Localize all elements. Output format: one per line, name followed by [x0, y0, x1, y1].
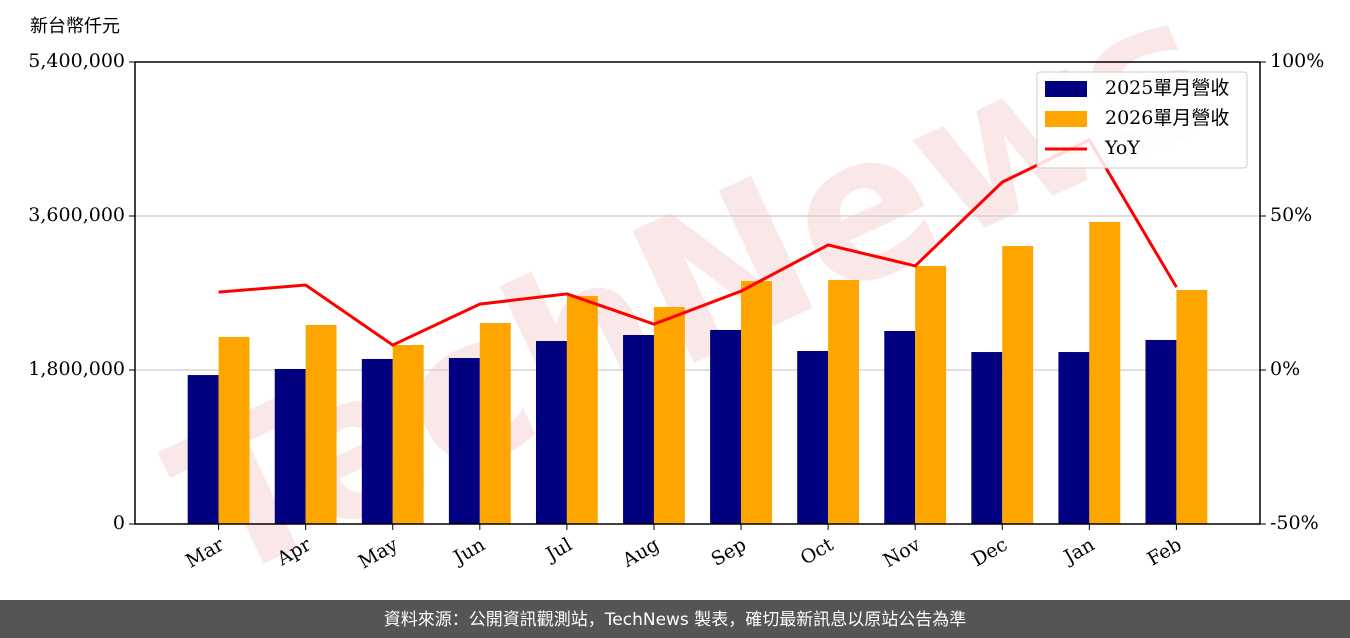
bar: [1089, 221, 1121, 524]
bar: [828, 279, 860, 524]
bar: [623, 335, 654, 524]
legend-label: 2025單月營收: [1105, 77, 1229, 99]
x-tick-label: Jun: [448, 534, 489, 570]
bar: [884, 330, 916, 524]
y-tick-label: 0: [113, 512, 125, 534]
bar: [479, 323, 511, 524]
bar: [361, 358, 393, 524]
legend-swatch: [1045, 81, 1087, 97]
legend-label: YoY: [1104, 137, 1140, 159]
legend-box: [1036, 71, 1248, 169]
bar: [653, 307, 685, 524]
y2-tick-label: -50%: [1270, 512, 1319, 534]
bar: [1176, 290, 1208, 524]
legend-label: 2026單月營收: [1105, 107, 1229, 129]
bar: [741, 281, 772, 524]
line: [218, 137, 1178, 347]
bar: [1145, 339, 1177, 524]
x-tick-label: Jan: [1059, 534, 1099, 570]
bar: [305, 324, 337, 524]
y2-tick-label: 100%: [1270, 50, 1324, 72]
bar: [535, 340, 567, 524]
bar: [1058, 352, 1090, 524]
bar: [187, 375, 219, 524]
bar: [274, 368, 306, 524]
x-tick-label: Aug: [618, 534, 663, 573]
source-note: 資料來源：公開資訊觀測站，TechNews 製表，確切最新訊息以原站公告為準: [384, 610, 966, 630]
bar: [566, 295, 598, 524]
bar: [915, 265, 947, 524]
bar: [971, 352, 1003, 524]
y-axis-label: 新台幣仟元: [30, 16, 120, 37]
legend-swatch: [1045, 111, 1087, 127]
y2-tick-label: 50%: [1270, 204, 1312, 226]
bar: [710, 329, 742, 524]
plot-frame: [134, 61, 1261, 525]
x-tick-label: Nov: [880, 533, 925, 572]
y2-tick-label: 0%: [1270, 358, 1300, 380]
bar: [448, 358, 480, 524]
x-tick-label: Jul: [541, 534, 576, 567]
bar: [797, 351, 829, 524]
bar: [392, 345, 424, 524]
y-tick-label: 3,600,000: [28, 204, 125, 226]
x-tick-label: Sep: [707, 534, 750, 571]
x-tick-label: Feb: [1144, 534, 1186, 571]
footer-band: [0, 600, 1350, 638]
x-tick-label: Oct: [797, 533, 838, 569]
bar: [218, 336, 250, 524]
x-tick-label: Dec: [968, 534, 1011, 572]
y-tick-label: 1,800,000: [28, 358, 125, 380]
bar: [1002, 246, 1034, 524]
y-tick-label: 5,400,000: [28, 50, 125, 72]
